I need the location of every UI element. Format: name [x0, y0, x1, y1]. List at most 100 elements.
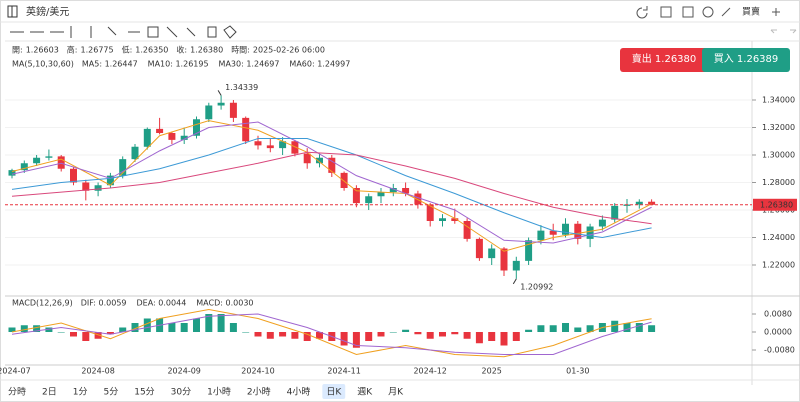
- timeframe[interactable]: 5分: [103, 387, 118, 398]
- candle-body: [217, 102, 225, 106]
- y-tick-label: 0.0080: [764, 310, 792, 319]
- macd-bar: [451, 332, 459, 335]
- timeframe[interactable]: 分時: [8, 387, 26, 398]
- undo-redo[interactable]: [770, 29, 797, 34]
- timeframe[interactable]: 月K: [388, 387, 404, 398]
- y-tick-label: 1.34000: [762, 96, 795, 105]
- macd-bar: [291, 332, 299, 339]
- candle-body: [439, 218, 446, 221]
- timeframe[interactable]: 1分: [73, 387, 88, 398]
- candle-body: [291, 141, 299, 154]
- macd-bar: [488, 332, 496, 341]
- macd-bar: [316, 332, 323, 339]
- macd-bar: [648, 325, 656, 332]
- candle-body: [180, 135, 188, 140]
- candle-body: [266, 145, 274, 149]
- info-label: 收:: [176, 45, 187, 55]
- candle-body: [635, 201, 643, 205]
- candle-body: [70, 168, 77, 183]
- candle-body: [525, 240, 533, 261]
- top-icons[interactable]: [636, 6, 780, 19]
- y-tick-label: 1.30000: [762, 151, 795, 160]
- macd-bar: [402, 329, 410, 332]
- annotation-arrow: [217, 90, 222, 96]
- candle-body: [426, 204, 434, 221]
- sell-button[interactable]: 賣出 1.26380: [620, 48, 708, 72]
- macd-bar: [131, 323, 139, 332]
- ma-line: [11, 138, 652, 239]
- candle-body: [377, 192, 385, 197]
- macd-bar: [475, 332, 483, 344]
- timeframe[interactable]: 2小時: [247, 387, 271, 398]
- candle-body: [57, 156, 65, 169]
- macd-bar: [623, 323, 631, 332]
- candle-body: [352, 188, 360, 204]
- candle-body: [598, 219, 606, 227]
- candle-body: [254, 141, 262, 146]
- timeframe[interactable]: 日K: [326, 387, 342, 398]
- y-tick-label: 1.24000: [762, 233, 795, 242]
- annotation: 1.34339: [225, 83, 258, 92]
- timeframe[interactable]: 15分: [134, 387, 154, 398]
- x-tick-label: 2025: [482, 367, 502, 376]
- y-tick-label: 1.32000: [762, 123, 795, 132]
- candle-body: [143, 128, 151, 147]
- macd-bar: [143, 318, 151, 332]
- toolbar-text[interactable]: 買賣: [742, 6, 760, 18]
- macd-bar: [180, 323, 188, 332]
- draw-tools[interactable]: [10, 25, 237, 39]
- candle-body: [328, 157, 336, 173]
- legend-entry: MA5: 1.26447: [82, 60, 138, 69]
- info-label: 開:: [12, 46, 23, 55]
- macd-bar: [389, 332, 397, 333]
- info-value: 1.26380: [190, 46, 223, 55]
- macd-bar: [611, 320, 619, 332]
- macd-title: MACD(12,26,9): [12, 299, 73, 308]
- timeframe[interactable]: 2日: [42, 387, 57, 398]
- macd-bar: [414, 332, 422, 335]
- legend-entry: MA60: 1.24997: [289, 60, 350, 69]
- timeframe-active-bg: [322, 384, 346, 399]
- macd-bar: [439, 332, 446, 337]
- macd-bar: [266, 332, 274, 339]
- candle-body: [33, 157, 41, 164]
- timeframe[interactable]: 30分: [171, 387, 191, 398]
- macd-bar: [365, 332, 373, 341]
- macd-bar: [463, 332, 471, 339]
- candle-body: [611, 205, 619, 220]
- candle-body: [106, 175, 114, 186]
- macd-bar: [168, 323, 176, 332]
- info-label: 低:: [122, 45, 133, 55]
- macd-bar: [20, 325, 28, 332]
- macd-bar: [82, 332, 90, 341]
- candle-body: [45, 156, 53, 158]
- annotation: 1.20992: [520, 282, 553, 291]
- macd-line: [11, 308, 652, 358]
- candle-body: [389, 188, 397, 193]
- legend-entry: DIF: 0.0059: [81, 299, 127, 308]
- timeframe[interactable]: 1小時: [207, 387, 231, 398]
- macd-bar: [574, 327, 582, 332]
- macd-bar: [193, 318, 200, 332]
- y-tick-label: 0.0000: [764, 328, 792, 337]
- candle-body: [205, 105, 213, 120]
- x-tick-label: 2024-11: [327, 367, 360, 376]
- info-value: 2025-02-26 06:00: [253, 46, 325, 55]
- candle-body: [574, 223, 582, 239]
- last-price-box: [753, 198, 797, 211]
- macd-bar: [70, 332, 77, 337]
- buy-button[interactable]: 買入 1.26389: [702, 48, 790, 72]
- legend-entry: MACD: 0.0030: [196, 299, 253, 308]
- legend-entry: MA30: 1.24697: [219, 60, 280, 69]
- macd-bar: [549, 325, 557, 332]
- info-label: 時間:: [231, 46, 250, 55]
- macd-bar: [352, 332, 360, 348]
- timeframe[interactable]: 週K: [357, 387, 373, 398]
- candle-body: [94, 185, 102, 191]
- candle-body: [475, 238, 483, 259]
- annotation-arrow: [512, 278, 517, 285]
- info-value: 1.26350: [135, 46, 168, 55]
- timeframe[interactable]: 4小時: [287, 387, 311, 398]
